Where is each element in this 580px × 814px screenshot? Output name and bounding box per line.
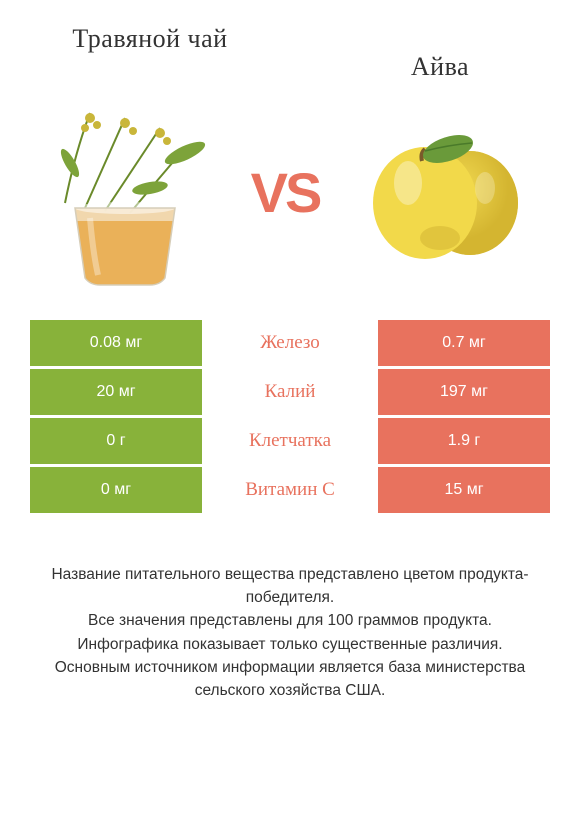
footer-line: Инфографика показывает только существенн…: [30, 633, 550, 656]
table-row: 0.08 мгЖелезо0.7 мг: [30, 320, 550, 366]
vs-label: VS: [251, 160, 320, 225]
header: Травяной чай Айва: [0, 0, 580, 82]
image-left: [30, 93, 230, 293]
footer-line: Название питательного вещества представл…: [30, 563, 550, 610]
cell-nutrient-label: Клетчатка: [202, 418, 378, 464]
footer-notes: Название питательного вещества представл…: [30, 563, 550, 703]
cell-right-value: 197 мг: [378, 369, 550, 415]
cell-nutrient-label: Железо: [202, 320, 378, 366]
cell-right-value: 0.7 мг: [378, 320, 550, 366]
cell-left-value: 0 мг: [30, 467, 202, 513]
footer-line: Основным источником информации является …: [30, 656, 550, 703]
cell-right-value: 1.9 г: [378, 418, 550, 464]
comparison-images: VS: [0, 82, 580, 312]
cell-right-value: 15 мг: [378, 467, 550, 513]
image-right: [340, 93, 540, 293]
comparison-table: 0.08 мгЖелезо0.7 мг20 мгКалий197 мг0 гКл…: [30, 320, 550, 513]
cell-left-value: 0.08 мг: [30, 320, 202, 366]
title-right: Айва: [360, 52, 520, 82]
table-row: 0 мгВитамин C15 мг: [30, 467, 550, 513]
table-row: 0 гКлетчатка1.9 г: [30, 418, 550, 464]
title-left: Травяной чай: [60, 24, 240, 54]
cell-left-value: 0 г: [30, 418, 202, 464]
cell-nutrient-label: Витамин C: [202, 467, 378, 513]
cell-nutrient-label: Калий: [202, 369, 378, 415]
table-row: 20 мгКалий197 мг: [30, 369, 550, 415]
footer-line: Все значения представлены для 100 граммо…: [30, 609, 550, 632]
cell-left-value: 20 мг: [30, 369, 202, 415]
